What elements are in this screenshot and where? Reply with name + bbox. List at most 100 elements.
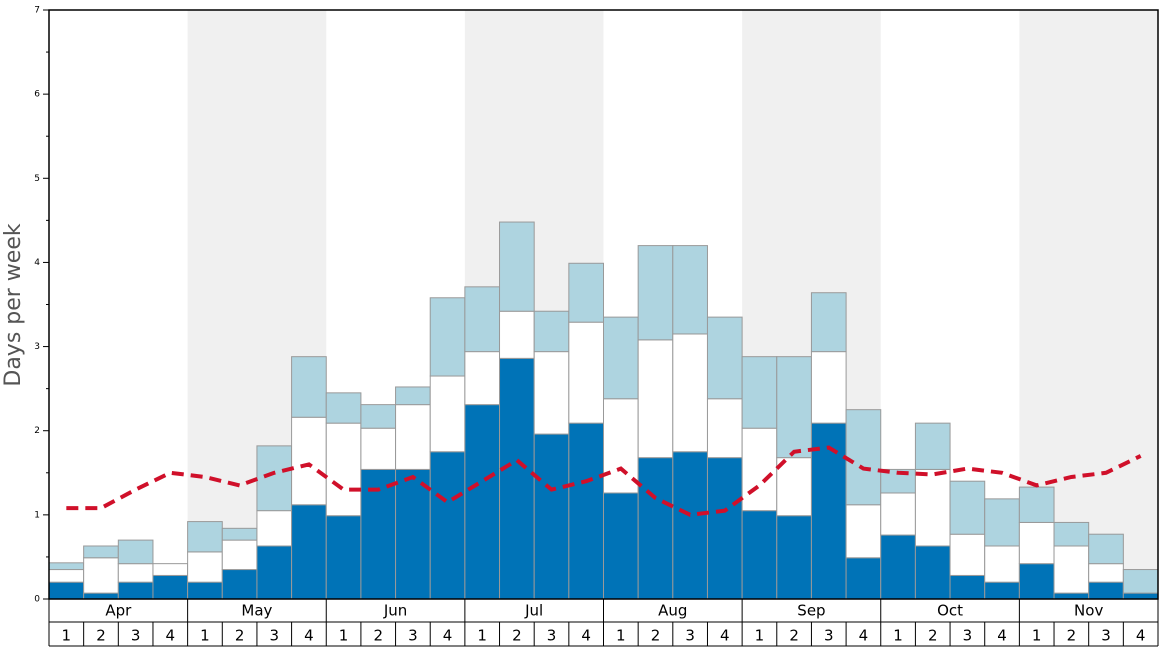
x-tick-label: 1 [200,627,210,645]
bar-segment [464,286,501,353]
bar-segment [395,468,431,600]
bar-segment [1053,521,1090,547]
bar-segment [360,427,397,470]
bar-segment [499,310,535,359]
month-label: Oct [937,602,963,620]
bar-segment [637,339,674,459]
bar-segment [810,292,847,353]
y-tick-label: 1 [34,510,40,520]
bar-segment [395,404,431,470]
bar-segment [672,333,708,453]
bar-segment [706,316,743,400]
bar-segment [568,321,604,424]
bar-segment [845,409,882,506]
bar-segment [984,498,1020,547]
bar-segment [1018,521,1055,565]
bar-segment [810,351,847,424]
bar-segment [325,515,362,600]
x-tick-label: 4 [443,627,453,645]
x-tick-label: 3 [824,627,834,645]
bar-segment [117,563,154,583]
bar-segment [429,375,466,453]
bar-segment [117,581,154,600]
bar-segment [741,427,778,512]
bar-segment [291,416,327,506]
bar-segment [48,581,85,600]
x-tick-label: 3 [408,627,418,645]
x-tick-label: 4 [581,627,591,645]
x-tick-label: 4 [997,627,1007,645]
bar-segment [637,245,674,341]
y-tick-label: 3 [34,342,40,352]
bar-segment [672,451,708,600]
bar-segment [1088,563,1124,583]
bar-segment [187,581,223,600]
bar-segment [949,533,986,576]
bar-segment [741,510,778,600]
bar-segment [48,562,85,571]
x-tick-label: 3 [269,627,279,645]
bar-segment [637,457,674,600]
bar-segment [395,386,431,406]
y-tick-label: 6 [34,90,40,100]
x-tick-label: 3 [1101,627,1111,645]
x-tick-label: 1 [62,627,72,645]
bar-segment [152,563,189,576]
bar-segment [499,221,535,312]
month-label: Nov [1074,602,1103,620]
x-tick-label: 1 [339,627,349,645]
x-tick-label: 2 [789,627,799,645]
y-tick-label: 4 [34,258,40,268]
bar-segment [1018,563,1055,600]
bar-segment [776,515,812,600]
bar-segment [741,356,778,429]
bar-segment [325,392,362,424]
bar-segment [48,569,85,583]
average-line [66,445,1142,517]
x-tick-label: 1 [893,627,903,645]
y-tick-label: 5 [34,174,40,184]
month-label: May [241,602,272,620]
bar-segment [776,457,812,517]
y-axis-label: Days per week [1,223,26,386]
bar-segment [984,545,1020,583]
x-tick-label: 3 [547,627,557,645]
bar-segment [117,539,154,565]
x-tick-label: 4 [859,627,869,645]
x-tick-label: 1 [1032,627,1042,645]
x-tick-label: 2 [235,627,245,645]
bar-segment [1053,592,1090,600]
bar-segment [464,404,501,600]
bar-segment [1053,545,1090,594]
bar-segment [880,492,916,536]
bar-segment [429,451,466,600]
x-tick-label: 2 [928,627,938,645]
bar-segment [845,504,882,559]
bar-segment [1122,592,1159,600]
x-tick-label: 4 [166,627,176,645]
bar-segment [152,574,189,600]
bar-segment [810,422,847,600]
bar-segment [568,422,604,600]
x-tick-label: 4 [720,627,730,645]
x-tick-label: 2 [651,627,661,645]
bar-segment [256,545,293,600]
bar-segment [845,557,882,600]
bar-segment [914,422,951,470]
y-tick-label: 7 [34,6,40,16]
bar-segment [603,492,639,600]
bar-segment [984,581,1020,600]
bar-segment [83,557,119,594]
x-tick-label: 4 [1136,627,1146,645]
x-tick-label: 2 [1067,627,1077,645]
bar-segment [1088,533,1124,565]
bar-segment [187,551,223,583]
bar-segment [221,539,258,571]
x-tick-label: 1 [477,627,487,645]
bar-segment [256,445,293,512]
bar-segment [1088,581,1124,600]
x-tick-label: 1 [755,627,765,645]
month-label: Aug [658,602,687,620]
bar-segment [291,504,327,600]
